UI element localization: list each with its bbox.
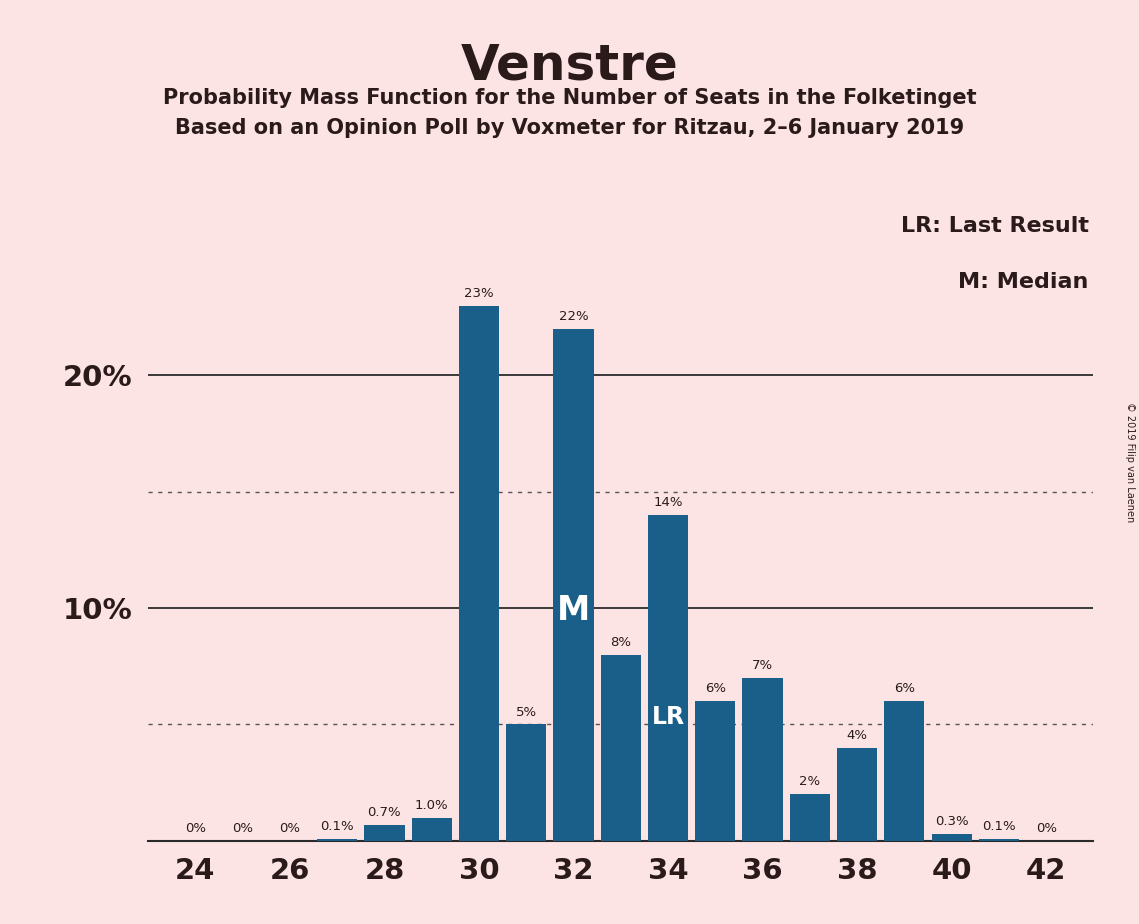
Text: 0%: 0%	[279, 822, 301, 835]
Text: 5%: 5%	[516, 706, 536, 719]
Bar	[411, 818, 452, 841]
Text: 6%: 6%	[705, 683, 726, 696]
Text: © 2019 Filip van Laenen: © 2019 Filip van Laenen	[1125, 402, 1134, 522]
Text: 0.7%: 0.7%	[368, 806, 401, 819]
Bar	[600, 655, 641, 841]
Text: Venstre: Venstre	[460, 42, 679, 90]
Bar	[506, 724, 547, 841]
Bar	[317, 838, 358, 841]
Text: LR: Last Result: LR: Last Result	[901, 215, 1089, 236]
Text: 0%: 0%	[232, 822, 253, 835]
Bar	[884, 701, 925, 841]
Text: 4%: 4%	[846, 729, 868, 742]
Text: 2%: 2%	[800, 775, 820, 788]
Text: 8%: 8%	[611, 636, 631, 649]
Bar	[695, 701, 736, 841]
Text: 22%: 22%	[558, 310, 589, 323]
Bar	[364, 824, 404, 841]
Text: 1.0%: 1.0%	[415, 798, 449, 812]
Text: 0.1%: 0.1%	[982, 820, 1016, 833]
Bar	[932, 833, 972, 841]
Bar	[743, 678, 782, 841]
Text: 14%: 14%	[654, 496, 682, 509]
Bar	[837, 748, 877, 841]
Text: Based on an Opinion Poll by Voxmeter for Ritzau, 2–6 January 2019: Based on an Opinion Poll by Voxmeter for…	[175, 118, 964, 139]
Text: LR: LR	[652, 705, 685, 729]
Text: 0%: 0%	[1035, 822, 1057, 835]
Text: 0.3%: 0.3%	[935, 815, 968, 828]
Text: 6%: 6%	[894, 683, 915, 696]
Text: 7%: 7%	[752, 659, 773, 672]
Text: M: M	[557, 594, 590, 627]
Bar	[459, 306, 499, 841]
Text: 0%: 0%	[185, 822, 206, 835]
Text: M: Median: M: Median	[958, 273, 1089, 292]
Bar	[648, 515, 688, 841]
Bar	[554, 329, 593, 841]
Text: 23%: 23%	[464, 286, 494, 299]
Text: 0.1%: 0.1%	[320, 820, 354, 833]
Bar	[978, 838, 1019, 841]
Bar	[789, 795, 830, 841]
Text: Probability Mass Function for the Number of Seats in the Folketinget: Probability Mass Function for the Number…	[163, 88, 976, 108]
